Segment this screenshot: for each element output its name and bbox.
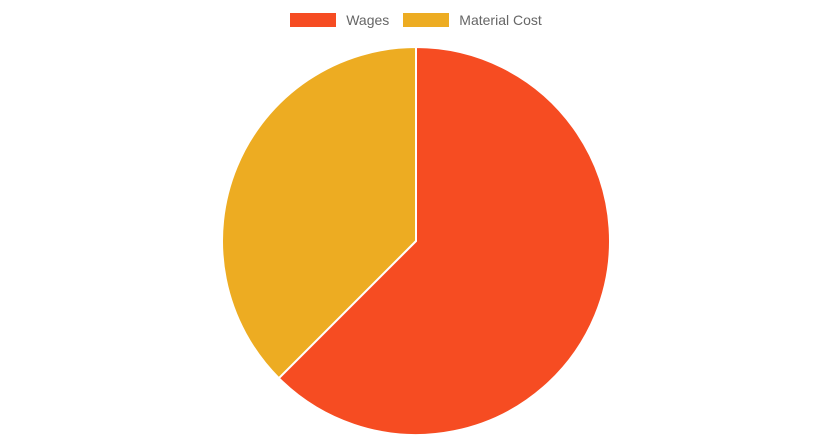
legend-swatch-wages	[290, 13, 337, 27]
legend-swatch-material-cost	[403, 13, 450, 27]
pie-slice-material-cost[interactable]	[221, 46, 417, 380]
chart-legend: Wages Material Cost	[0, 13, 832, 27]
pie-slice-wages[interactable]	[277, 46, 611, 436]
legend-item-material-cost[interactable]: Material Cost	[403, 12, 542, 28]
legend-label-material-cost: Material Cost	[459, 12, 542, 28]
legend-label-wages: Wages	[346, 12, 390, 28]
legend-item-wages[interactable]: Wages	[290, 13, 389, 27]
